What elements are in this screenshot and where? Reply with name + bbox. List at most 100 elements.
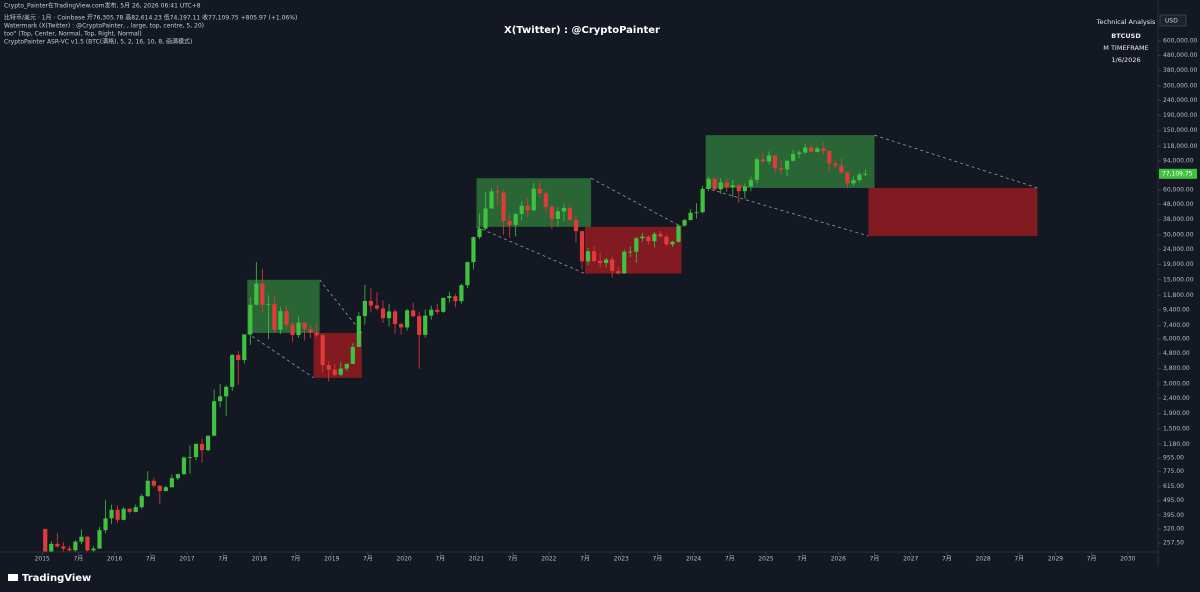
candle-body	[791, 154, 796, 161]
brand-name: TradingView	[22, 573, 91, 584]
candle-body	[664, 236, 669, 245]
candle-body	[121, 508, 126, 520]
x-tick-label: 7月	[73, 556, 83, 563]
y-tick-label: 7,400.00	[1163, 322, 1190, 329]
y-tick-label: 19,000.00	[1163, 261, 1194, 268]
y-tick-label: 300,000.00	[1163, 82, 1198, 89]
projection-line	[705, 187, 869, 237]
candle-body	[145, 480, 150, 497]
candle-body	[579, 231, 585, 262]
candle-body	[278, 311, 283, 330]
candle-body	[827, 151, 832, 164]
x-tick-label: 7月	[218, 556, 228, 563]
candle-body	[507, 220, 512, 225]
candle-body	[628, 251, 633, 253]
candle-body	[477, 228, 482, 238]
candle-body	[380, 308, 386, 319]
candle-body	[778, 167, 784, 170]
candle-body	[224, 386, 229, 397]
candle-body	[423, 315, 428, 335]
candle-body	[429, 309, 434, 316]
y-tick-label: 48,000.00	[1163, 201, 1194, 208]
y-tick-label: 480,000.00	[1163, 52, 1198, 59]
candle-body	[266, 304, 271, 305]
x-tick-label: 2030	[1120, 556, 1135, 563]
candle-body	[338, 368, 343, 375]
info-timeframe: M TIMEFRAME	[1103, 44, 1148, 52]
candle-body	[61, 546, 66, 549]
y-tick-label: 240,000.00	[1163, 97, 1198, 104]
candle-body	[766, 155, 772, 162]
info-title: Technical Analysis	[1096, 18, 1156, 26]
x-tick-label: 7月	[580, 556, 590, 563]
y-tick-label: 955.00	[1163, 455, 1184, 462]
x-tick-label: 7月	[797, 556, 807, 563]
candle-body	[386, 311, 392, 319]
y-tick-label: 150,000.00	[1163, 127, 1198, 134]
candle-body	[471, 237, 476, 263]
candle-body	[730, 185, 735, 188]
candle-body	[742, 186, 747, 192]
candle-body	[561, 207, 567, 212]
legend-line: 比特币/美元 · 1月 · Coinbase 开76,305.78 高82,61…	[4, 14, 297, 22]
candle-body	[610, 259, 615, 272]
x-tick-label: 7月	[870, 556, 880, 563]
candle-body	[187, 457, 193, 458]
y-tick-label: 257.50	[1163, 539, 1184, 546]
candle-body	[670, 241, 675, 245]
x-tick-label: 7月	[363, 556, 373, 563]
projection-line	[476, 226, 586, 274]
candle-body	[133, 507, 138, 512]
x-tick-label: 2021	[469, 556, 484, 563]
candle-body	[350, 346, 355, 364]
x-tick-label: 2024	[686, 556, 701, 563]
currency-button[interactable]	[1159, 14, 1187, 27]
candle-body	[646, 236, 651, 242]
candle-body	[694, 212, 699, 214]
y-tick-label: 118,000.00	[1163, 143, 1198, 150]
candle-body	[115, 509, 120, 520]
candle-body	[272, 304, 277, 330]
y-tick-label: 94,000.00	[1163, 157, 1194, 164]
candle-body	[254, 283, 259, 305]
candle-body	[362, 300, 367, 317]
y-tick-label: 2,400.00	[1163, 395, 1190, 402]
candle-body	[845, 172, 850, 184]
candle-body	[598, 261, 603, 264]
projection-line	[247, 332, 314, 379]
candle-body	[489, 191, 494, 209]
candle-body	[567, 207, 573, 221]
candle-body	[55, 543, 60, 547]
currency-label[interactable]: USD	[1165, 18, 1178, 25]
candle-body	[151, 480, 156, 486]
x-tick-label: 2023	[614, 556, 629, 563]
y-tick-label: 38,000.00	[1163, 216, 1194, 223]
candle-body	[374, 305, 380, 309]
candle-body	[109, 509, 114, 519]
candle-body	[525, 205, 530, 211]
x-tick-label: 7月	[291, 556, 301, 563]
candle-body	[604, 259, 609, 264]
x-tick-label: 7月	[942, 556, 952, 563]
candle-body	[169, 478, 174, 488]
info-symbol: BTCUSD	[1111, 32, 1141, 40]
candle-body	[591, 251, 597, 262]
y-tick-label: 3,000.00	[1163, 381, 1190, 388]
legend-line: too" (Top, Center, Normal, Top, Right, N…	[4, 31, 142, 38]
candle-body	[127, 508, 132, 512]
candle-body	[634, 238, 639, 252]
candle-body	[193, 443, 199, 458]
y-tick-label: 9,400.00	[1163, 307, 1190, 314]
candle-body	[103, 518, 108, 531]
projection-line	[590, 177, 682, 228]
candle-body	[344, 363, 349, 369]
candle-body	[392, 311, 398, 325]
candle-body	[700, 188, 705, 213]
candle-body	[803, 147, 808, 153]
legend-line: CryptoPainter ASR-VC v1.5 (BTC(满格), 5, 2…	[4, 38, 192, 46]
candle-body	[821, 148, 826, 152]
footer	[0, 566, 1200, 592]
candle-body	[356, 316, 361, 347]
candle-body	[175, 474, 181, 479]
y-tick-label: 1,180.00	[1163, 441, 1190, 448]
